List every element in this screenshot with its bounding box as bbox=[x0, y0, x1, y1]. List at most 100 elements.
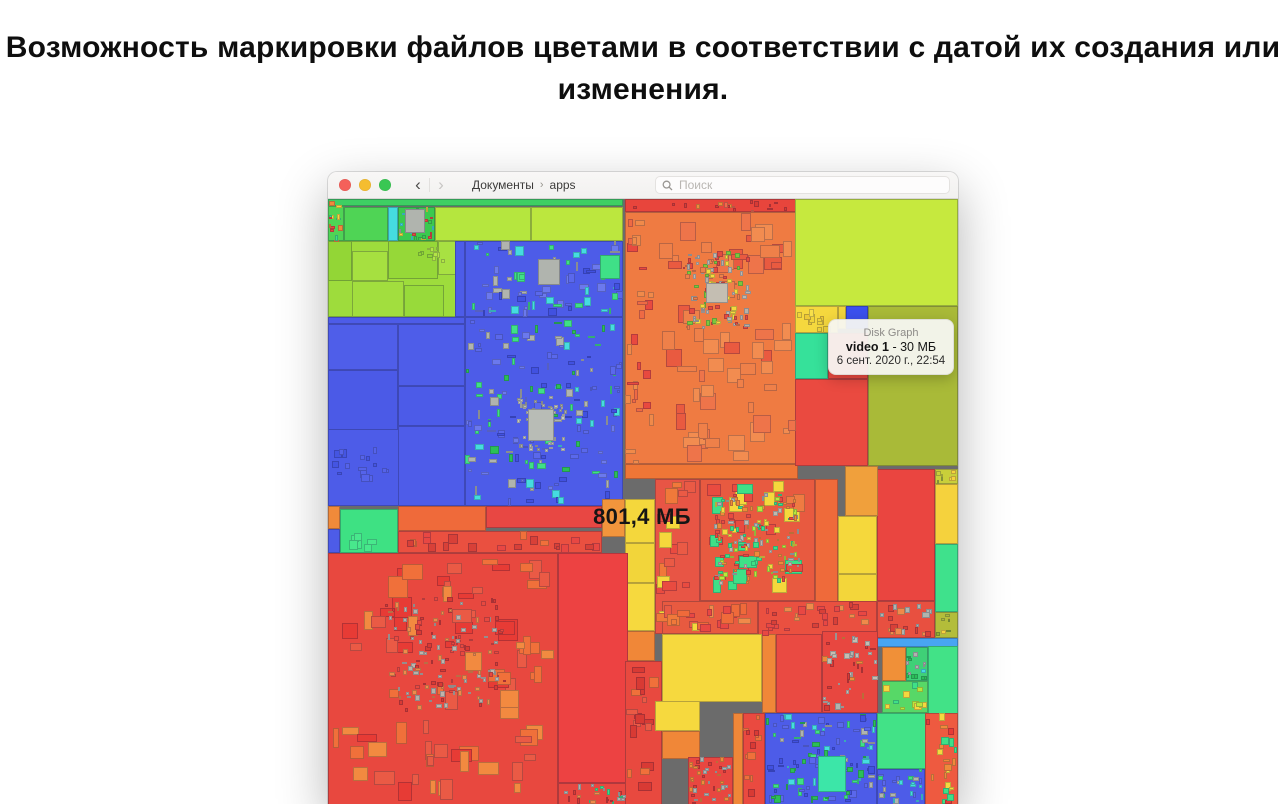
treemap-block[interactable] bbox=[625, 464, 798, 479]
treemap-block[interactable] bbox=[398, 426, 465, 506]
treemap-block[interactable] bbox=[404, 285, 444, 317]
treemap-block[interactable] bbox=[845, 466, 878, 516]
breadcrumb-item-documents[interactable]: Документы bbox=[472, 178, 534, 192]
treemap-dust-particle bbox=[717, 773, 722, 777]
treemap-block[interactable] bbox=[838, 516, 877, 574]
treemap-block[interactable] bbox=[935, 484, 958, 544]
treemap-block[interactable] bbox=[328, 317, 465, 324]
treemap-block[interactable] bbox=[928, 646, 958, 721]
treemap-dust-particle bbox=[537, 463, 546, 469]
treemap-dust-particle bbox=[728, 521, 734, 525]
treemap-block[interactable] bbox=[877, 769, 925, 804]
treemap-dust-particle bbox=[913, 777, 920, 781]
treemap-block[interactable] bbox=[398, 506, 486, 531]
treemap-dust-particle bbox=[704, 277, 710, 283]
treemap-dust-particle bbox=[900, 706, 906, 710]
treemap-block[interactable] bbox=[405, 209, 425, 233]
forward-button[interactable]: › bbox=[438, 175, 444, 194]
treemap-block[interactable] bbox=[398, 386, 465, 426]
treemap-block[interactable] bbox=[706, 283, 728, 303]
treemap-block[interactable] bbox=[486, 506, 602, 528]
minimize-button[interactable] bbox=[359, 179, 371, 191]
treemap-block[interactable] bbox=[328, 241, 352, 281]
treemap-block[interactable] bbox=[625, 631, 655, 661]
treemap-dust-particle bbox=[712, 786, 716, 792]
treemap-dust-particle bbox=[915, 702, 923, 708]
treemap-block[interactable] bbox=[815, 479, 838, 631]
treemap-dust-particle bbox=[705, 320, 711, 326]
treemap-block[interactable] bbox=[877, 713, 927, 769]
treemap-block[interactable] bbox=[795, 379, 868, 466]
treemap-block[interactable] bbox=[558, 783, 628, 804]
search-input[interactable] bbox=[677, 177, 921, 193]
treemap[interactable]: 801,4 МБ Disk Graph video 1 - 30 МБ 6 се… bbox=[328, 199, 958, 804]
treemap-block[interactable] bbox=[435, 207, 531, 241]
treemap-dust-particle bbox=[716, 788, 721, 792]
treemap-block[interactable] bbox=[328, 324, 398, 370]
treemap-block[interactable] bbox=[882, 647, 906, 681]
treemap-block[interactable] bbox=[762, 634, 776, 713]
search-field[interactable] bbox=[655, 176, 950, 194]
treemap-block[interactable] bbox=[352, 281, 404, 317]
treemap-block[interactable] bbox=[328, 529, 340, 553]
back-button[interactable]: ‹ bbox=[415, 175, 421, 194]
treemap-block[interactable] bbox=[877, 469, 935, 601]
treemap-block[interactable] bbox=[438, 241, 460, 275]
treemap-block[interactable] bbox=[935, 612, 958, 638]
treemap-block[interactable] bbox=[625, 583, 655, 631]
breadcrumb-item-apps[interactable]: apps bbox=[549, 178, 576, 192]
treemap-dust-particle bbox=[494, 265, 500, 275]
treemap-block[interactable] bbox=[344, 207, 388, 241]
treemap-block[interactable] bbox=[602, 499, 625, 537]
treemap-block[interactable] bbox=[455, 241, 465, 317]
treemap-block[interactable] bbox=[528, 409, 554, 441]
treemap-block[interactable] bbox=[352, 251, 388, 281]
treemap-block[interactable] bbox=[776, 634, 822, 713]
treemap-dust-particle bbox=[728, 513, 734, 520]
treemap-block[interactable] bbox=[733, 713, 743, 804]
treemap-block[interactable] bbox=[388, 241, 438, 279]
treemap-dust-particle bbox=[718, 581, 724, 585]
treemap-block[interactable] bbox=[328, 370, 398, 430]
treemap-dust-particle bbox=[856, 778, 859, 785]
treemap-block[interactable] bbox=[625, 499, 655, 543]
treemap-dust-particle bbox=[850, 603, 859, 611]
treemap-dust-particle bbox=[906, 660, 909, 665]
treemap-block[interactable] bbox=[818, 756, 846, 792]
treemap-block[interactable] bbox=[795, 199, 958, 306]
treemap-dust-particle bbox=[687, 263, 693, 269]
treemap-block[interactable] bbox=[877, 638, 958, 647]
treemap-block[interactable] bbox=[328, 506, 340, 529]
treemap-dust-particle bbox=[467, 543, 477, 552]
treemap-block[interactable] bbox=[655, 701, 700, 731]
treemap-dust-particle bbox=[892, 779, 897, 783]
treemap-dust-particle bbox=[715, 760, 718, 764]
treemap-block[interactable] bbox=[795, 333, 828, 379]
treemap-dust-particle bbox=[614, 470, 619, 479]
treemap-block[interactable] bbox=[558, 553, 628, 783]
treemap-block[interactable] bbox=[538, 259, 560, 285]
zoom-button[interactable] bbox=[379, 179, 391, 191]
treemap-block[interactable] bbox=[531, 207, 623, 241]
treemap-dust-particle bbox=[773, 545, 778, 551]
treemap-block[interactable] bbox=[398, 324, 465, 386]
treemap-block[interactable] bbox=[388, 207, 398, 241]
treemap-dust-particle bbox=[563, 791, 569, 795]
treemap-block[interactable] bbox=[838, 306, 846, 329]
treemap-block[interactable] bbox=[662, 731, 700, 759]
treemap-dust-particle bbox=[869, 648, 877, 651]
close-button[interactable] bbox=[339, 179, 351, 191]
treemap-dust-particle bbox=[700, 384, 715, 398]
treemap-dust-particle bbox=[746, 513, 752, 518]
treemap-block[interactable] bbox=[600, 255, 620, 279]
treemap-block[interactable] bbox=[328, 199, 623, 206]
treemap-dust-particle bbox=[422, 532, 431, 540]
treemap-block[interactable] bbox=[935, 544, 958, 612]
treemap-block[interactable] bbox=[625, 543, 655, 583]
treemap-dust-particle bbox=[495, 334, 504, 340]
treemap-dust-particle bbox=[445, 657, 450, 661]
treemap-dust-area bbox=[935, 469, 958, 484]
treemap-dust-particle bbox=[361, 473, 370, 482]
treemap-block[interactable] bbox=[662, 634, 762, 702]
treemap-dust-particle bbox=[925, 609, 931, 614]
